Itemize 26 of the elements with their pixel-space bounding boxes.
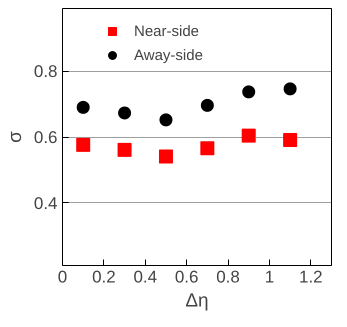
point (159, 113, 172, 126)
y-tick-label: 0.4 (34, 194, 58, 213)
x-tick-label: 0.8 (216, 268, 240, 286)
y-tick-label: 0.6 (34, 128, 58, 147)
point (76, 100, 90, 114)
point (200, 141, 214, 156)
point (76, 138, 90, 152)
x-axis-title: Δη (185, 290, 209, 312)
point (158, 149, 173, 164)
x-tick-label: 0 (58, 268, 68, 286)
y-axis-title: σ (4, 130, 26, 143)
point (200, 98, 214, 112)
x-tick-label: 1.2 (298, 268, 323, 286)
x-tick-label: 1 (264, 268, 274, 286)
point (283, 132, 298, 147)
legend-label: Near-side (134, 22, 200, 40)
point (284, 82, 297, 96)
point (118, 106, 132, 120)
point (242, 128, 256, 143)
point (118, 142, 132, 157)
point (242, 85, 256, 98)
x-tick-label: 0.4 (133, 268, 158, 286)
x-tick-label: 0.6 (174, 268, 198, 286)
legend-label: Away-side (134, 46, 203, 64)
x-tick-label: 0.2 (92, 268, 116, 286)
y-tick-label: 0.8 (34, 62, 58, 82)
